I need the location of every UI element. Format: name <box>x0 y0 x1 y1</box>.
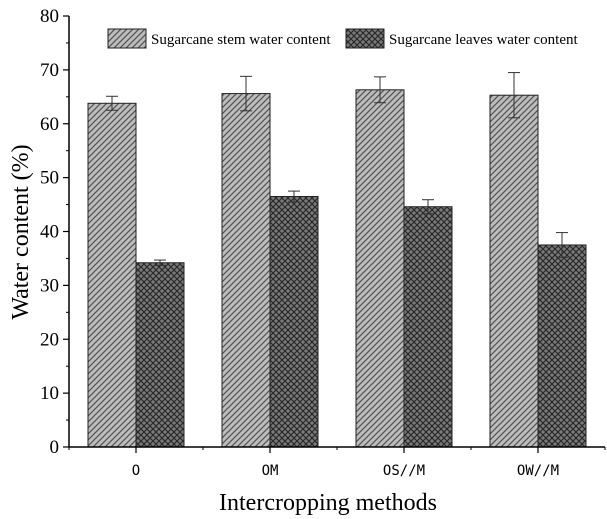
x-tick-label: OW//M <box>517 463 559 479</box>
x-tick-label: OM <box>262 463 279 479</box>
legend-swatch-stem <box>107 28 147 49</box>
bar-leaves-O <box>135 262 185 448</box>
y-tick-label: 80 <box>40 6 59 27</box>
x-tick-label: OS//M <box>383 463 425 479</box>
legend-swatch-leaves <box>345 28 385 49</box>
x-tick-label: O <box>132 463 140 479</box>
y-tick-label: 50 <box>40 168 59 189</box>
y-tick-label: 40 <box>40 222 59 243</box>
bar-stem-O <box>87 102 137 448</box>
legend-label-leaves: Sugarcane leaves water content <box>389 32 578 48</box>
x-axis-title: Intercropping methods <box>219 490 437 516</box>
y-tick-label: 10 <box>40 383 59 404</box>
bar-stem-OS//M <box>355 89 405 448</box>
bar-leaves-OM <box>269 195 319 448</box>
bar-leaves-OS//M <box>403 206 453 448</box>
y-tick-label: 0 <box>50 437 60 458</box>
bar-stem-OM <box>221 93 271 448</box>
axes: 0 10 20 30 40 50 60 70 80 O OM OS//M OW//M <box>40 6 606 479</box>
bar-stem-OW//M <box>489 94 539 448</box>
legend: Sugarcane stem water content Sugarcane le… <box>107 28 578 49</box>
y-tick-label: 20 <box>40 329 59 350</box>
legend-label-stem: Sugarcane stem water content <box>151 32 331 48</box>
y-tick-label: 30 <box>40 275 59 296</box>
bar-leaves-OW//M <box>537 244 587 448</box>
plot-area <box>87 72 587 448</box>
y-tick-label: 60 <box>40 114 59 135</box>
y-axis-title: Water content (%) <box>8 144 34 319</box>
y-tick-label: 70 <box>40 60 59 81</box>
